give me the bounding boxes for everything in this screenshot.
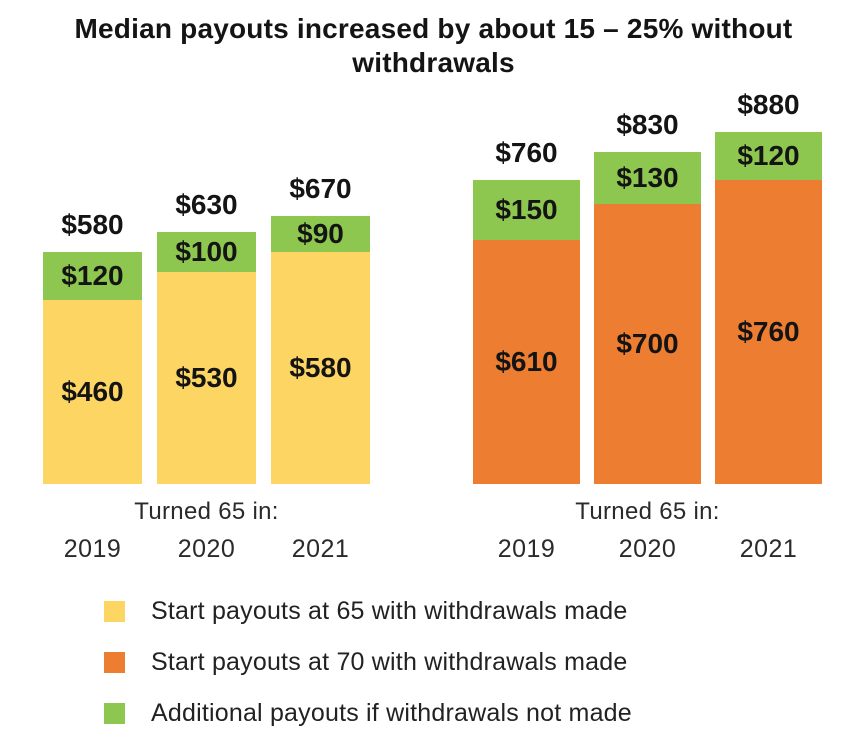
bar-start-at-70-2019: $760 $150 $610 (473, 137, 580, 485)
bar-start-at-65-2019: $580 $120 $460 (43, 209, 142, 485)
additional-segment: $130 (594, 152, 701, 205)
additional-segment: $120 (715, 132, 822, 181)
stacked-bar: $120 $760 (715, 132, 822, 485)
legend-swatch-start-at-70 (104, 652, 125, 674)
total-label-start-at-70-2020: $830 (616, 109, 679, 141)
stacked-bar: $130 $700 (594, 152, 701, 485)
additional-segment: $100 (157, 232, 256, 273)
bar-start-at-70-2021: $880 $120 $760 (715, 89, 822, 485)
additional-segment: $90 (271, 216, 370, 253)
bar-start-at-65-2021: $670 $90 $580 (271, 173, 370, 485)
year-label: 2021 (739, 535, 798, 564)
year-label: 2020 (618, 535, 677, 564)
base-segment: $530 (157, 272, 256, 485)
stacked-bar-chart: $580 $120 $460 $630 $100 $530 $670 $90 $580 Turne… (43, 89, 867, 564)
stacked-bar: $100 $530 (157, 232, 256, 485)
legend-item: Additional payouts if withdrawals not ma… (104, 699, 867, 728)
bars-start-at-70: $760 $150 $610 $830 $130 $700 $880 $120 $760 (473, 89, 822, 485)
total-label-start-at-70-2021: $880 (737, 89, 800, 121)
base-segment: $760 (715, 180, 822, 485)
year-labels-start-at-70: 2019 2020 2021 (473, 535, 822, 564)
base-segment: $460 (43, 300, 142, 485)
chart-title: Median payouts increased by about 15 – 2… (74, 13, 793, 78)
total-label-start-at-65-2020: $630 (175, 189, 238, 221)
legend-item: Start payouts at 70 with withdrawals mad… (104, 648, 867, 677)
total-label-start-at-65-2021: $670 (289, 173, 352, 205)
axis-caption-start-at-65: Turned 65 in: (134, 498, 279, 526)
axis-caption-start-at-70: Turned 65 in: (575, 498, 720, 526)
bar-group-start-at-65: $580 $120 $460 $630 $100 $530 $670 $90 $580 Turne… (43, 92, 370, 564)
stacked-bar: $120 $460 (43, 252, 142, 485)
legend: Start payouts at 65 with withdrawals mad… (104, 597, 867, 728)
stacked-bar: $90 $580 (271, 216, 370, 485)
base-segment: $580 (271, 252, 370, 485)
total-label-start-at-65-2019: $580 (61, 209, 124, 241)
bar-start-at-65-2020: $630 $100 $530 (157, 189, 256, 485)
legend-swatch-additional-payouts (104, 703, 125, 725)
base-segment: $700 (594, 204, 701, 485)
year-label: 2019 (497, 535, 556, 564)
legend-label-additional-payouts: Additional payouts if withdrawals not ma… (151, 699, 632, 728)
legend-swatch-start-at-65 (104, 601, 125, 623)
total-label-start-at-70-2019: $760 (495, 137, 558, 169)
year-label: 2021 (291, 535, 350, 564)
chart-page: Median payouts increased by about 15 – 2… (0, 12, 867, 744)
additional-segment: $150 (473, 180, 580, 241)
year-label: 2020 (177, 535, 236, 564)
bar-group-start-at-70: $760 $150 $610 $830 $130 $700 $880 $120 $760 Turn… (473, 89, 822, 564)
legend-item: Start payouts at 65 with withdrawals mad… (104, 597, 867, 626)
base-segment: $610 (473, 240, 580, 485)
additional-segment: $120 (43, 252, 142, 301)
legend-label-start-at-70: Start payouts at 70 with withdrawals mad… (151, 648, 628, 677)
stacked-bar: $150 $610 (473, 180, 580, 485)
legend-label-start-at-65: Start payouts at 65 with withdrawals mad… (151, 597, 628, 626)
year-label: 2019 (63, 535, 122, 564)
year-labels-start-at-65: 2019 2020 2021 (43, 535, 370, 564)
bars-start-at-65: $580 $120 $460 $630 $100 $530 $670 $90 $580 (43, 92, 370, 485)
bar-start-at-70-2020: $830 $130 $700 (594, 109, 701, 485)
